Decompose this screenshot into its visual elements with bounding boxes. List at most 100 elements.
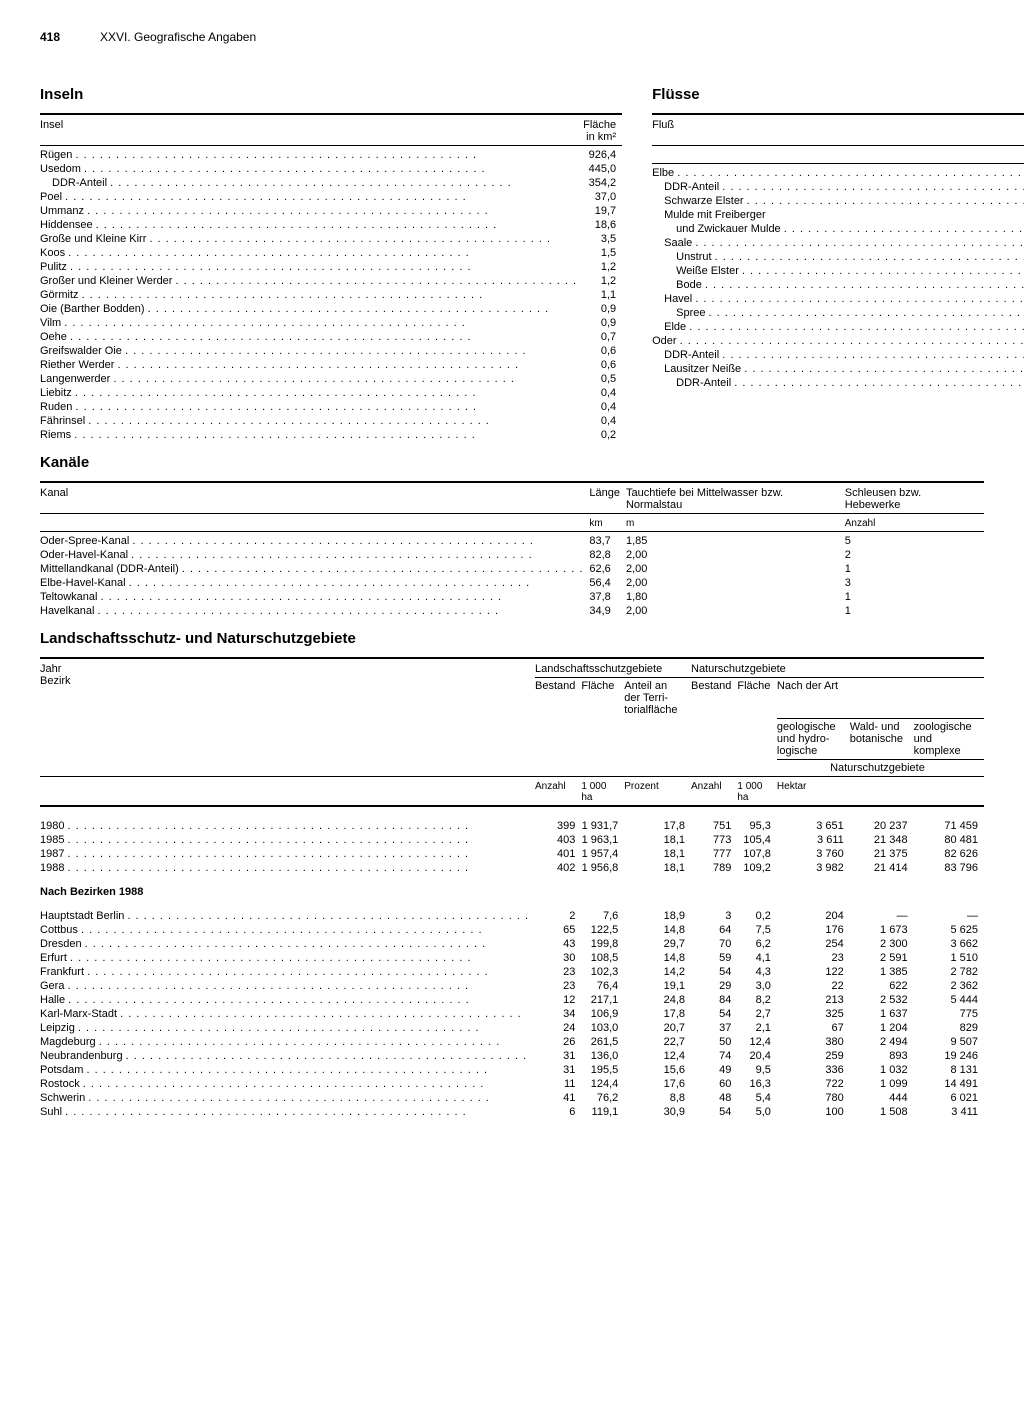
row-label: Ruden — [40, 401, 477, 413]
kanaele-title: Kanäle — [40, 454, 984, 471]
table-row: Oder-Spree-Kanal 83,71,855 — [40, 534, 984, 548]
table-row: Karl-Marx-Stadt 34106,917,8542,73251 637… — [40, 1007, 984, 1021]
cell-value: 4,1 — [737, 951, 777, 965]
col-flaeche2: Fläche — [737, 678, 777, 719]
table-row: Oie (Barther Bodden) 0,9 — [40, 302, 622, 316]
row-label: und Zwickauer Mulde — [676, 223, 1024, 235]
table-row: Leipzig 24103,020,7372,1671 204829 — [40, 1021, 984, 1035]
cell-value: 6 021 — [914, 1091, 984, 1105]
cell-value: 14,8 — [624, 923, 691, 937]
cell-value: 18,6 — [583, 218, 622, 232]
row-label: Halle — [40, 994, 470, 1006]
cell-value: 21 375 — [850, 847, 914, 861]
cell-value: 775 — [914, 1007, 984, 1021]
table-row: DDR-Anteil 1621621004 399 — [652, 348, 1024, 362]
cell-laenge: 83,7 — [589, 534, 626, 548]
table-row: Erfurt 30108,514,8594,1232 5911 510 — [40, 951, 984, 965]
cell-value: 108,5 — [581, 951, 624, 965]
cell-value: 261,5 — [581, 1035, 624, 1049]
table-row: Mulde mit Freiberger — [652, 208, 1024, 222]
table-row: Halle 12217,124,8848,22132 5325 444 — [40, 993, 984, 1007]
cell-value: 0,2 — [583, 428, 622, 442]
cell-value: 3 982 — [777, 861, 850, 875]
cell-laenge: 62,6 — [589, 562, 626, 576]
fluesse-table: Fluß Länge darunter schiffbar Einzugsgeb… — [652, 113, 1024, 390]
row-label: Magdeburg — [40, 1036, 500, 1048]
cell-value: 2,7 — [737, 1007, 777, 1021]
row-label: Riems — [40, 429, 476, 441]
table-row: Elbe 1 16594081144 055 — [652, 166, 1024, 180]
cell-value: 2 — [535, 909, 581, 923]
cell-value: 22 — [777, 979, 850, 993]
table-row: Fährinsel 0,4 — [40, 414, 622, 428]
cell-value: 54 — [691, 965, 737, 979]
unit-k-anzahl: Anzahl — [845, 516, 984, 532]
cell-value: 380 — [777, 1035, 850, 1049]
row-label: Oder-Havel-Kanal — [40, 549, 533, 561]
table-row: Weiße Elster 257——5 100 — [652, 264, 1024, 278]
cell-value: 0,4 — [583, 400, 622, 414]
row-label: Teltowkanal — [40, 591, 502, 603]
row-label: Hiddensee — [40, 219, 497, 231]
row-label: Neubrandenburg — [40, 1050, 527, 1062]
table-row: Unstrut 192——6 350 — [652, 250, 1024, 264]
page-number: 418 — [40, 30, 60, 44]
row-label: Leipzig — [40, 1022, 479, 1034]
cell-value: 8,8 — [624, 1091, 691, 1105]
cell-tiefe: 1,80 — [626, 590, 845, 604]
table-row: Havel 3432436624 273 — [652, 292, 1024, 306]
row-label: Erfurt — [40, 952, 472, 964]
cell-value: 19 246 — [914, 1049, 984, 1063]
cell-value: 926,4 — [583, 148, 622, 162]
cell-value: 3 662 — [914, 937, 984, 951]
grp-natur: Naturschutzgebiete — [691, 661, 984, 678]
table-row: Saale 4271242223 737 — [652, 236, 1024, 250]
cell-value: 204 — [777, 909, 850, 923]
row-label: Frankfurt — [40, 966, 489, 978]
row-label: Ummanz — [40, 205, 489, 217]
cell-value: 50 — [691, 1035, 737, 1049]
table-row: Gera 2376,419,1293,0226222 362 — [40, 979, 984, 993]
cell-value: 5,4 — [737, 1091, 777, 1105]
unit-k-km: km — [589, 516, 626, 532]
cell-value: 124,4 — [581, 1077, 624, 1091]
cell-value: 17,6 — [624, 1077, 691, 1091]
row-label: Oder — [652, 335, 1024, 347]
table-row: Frankfurt 23102,314,2544,31221 3852 782 — [40, 965, 984, 979]
row-label: 1987 — [40, 848, 469, 860]
cell-value: 444 — [850, 1091, 914, 1105]
table-row: Lausitzer Neiße 256——4 232 — [652, 362, 1024, 376]
row-label: Unstrut — [676, 251, 1024, 263]
cell-value: 2 532 — [850, 993, 914, 1007]
cell-value: 30,9 — [624, 1105, 691, 1119]
row-label: 1980 — [40, 820, 469, 832]
row-label: Schwarze Elster — [664, 195, 1024, 207]
cell-value: 29 — [691, 979, 737, 993]
cell-value: 26 — [535, 1035, 581, 1049]
table-row: Pulitz 1,2 — [40, 260, 622, 274]
cell-value: 5,0 — [737, 1105, 777, 1119]
cell-value: 1,2 — [583, 260, 622, 274]
cell-value: 445,0 — [583, 162, 622, 176]
table-row: DDR-Anteil 199——1 225 — [652, 376, 1024, 390]
table-row: Ruden 0,4 — [40, 400, 622, 414]
col-kanal: Kanal — [40, 485, 589, 514]
u-anzahl2: Anzahl — [691, 779, 737, 806]
table-row: Poel 37,0 — [40, 190, 622, 204]
table-row: Potsdam 31195,515,6499,53361 0328 131 — [40, 1063, 984, 1077]
table-row: Oehe 0,7 — [40, 330, 622, 344]
cell-value: 21 348 — [850, 833, 914, 847]
cell-tiefe: 2,00 — [626, 576, 845, 590]
cell-value: 136,0 — [581, 1049, 624, 1063]
cell-schleusen: 3 — [845, 576, 984, 590]
table-row: Riether Werder 0,6 — [40, 358, 622, 372]
cell-value: 4,3 — [737, 965, 777, 979]
cell-value: 19,1 — [624, 979, 691, 993]
cell-value: 354,2 — [583, 176, 622, 190]
row-label: Mittellandkanal (DDR-Anteil) — [40, 563, 583, 575]
cell-laenge: 34,9 — [589, 604, 626, 618]
cell-value: — — [914, 909, 984, 923]
cell-value: 1 931,7 — [581, 819, 624, 833]
cell-value: 12,4 — [737, 1035, 777, 1049]
cell-value: 402 — [535, 861, 581, 875]
